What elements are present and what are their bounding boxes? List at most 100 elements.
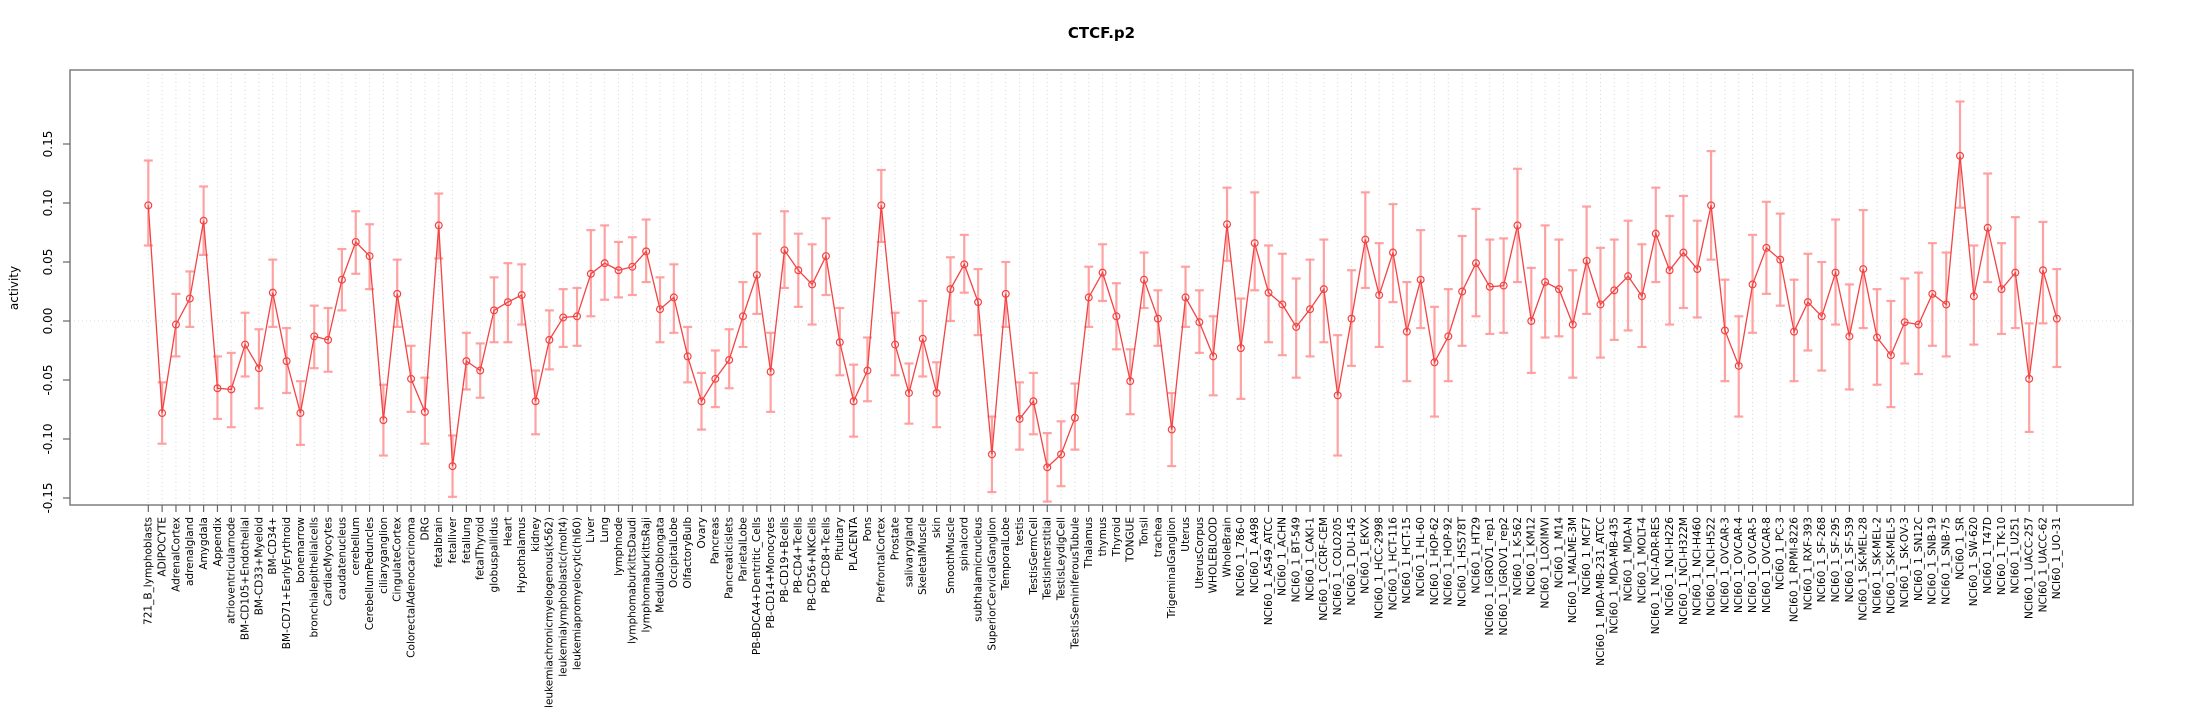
data-point: [904, 388, 913, 397]
data-point: [1388, 248, 1397, 257]
data-point: [1582, 256, 1591, 265]
data-point: [531, 397, 540, 406]
data-point: [711, 374, 720, 383]
y-tick-label: -0.05: [41, 364, 55, 395]
data-point: [1790, 327, 1799, 336]
data-point: [490, 306, 499, 315]
data-point: [1637, 292, 1646, 301]
data-point: [960, 260, 969, 269]
x-tick-label: NCI60_1_ACHN: [1277, 517, 1289, 596]
data-point: [1375, 291, 1384, 300]
y-axis-label: activity: [7, 265, 21, 311]
data-point: [1264, 288, 1273, 297]
x-tick-label: NCI60_1_SK-MEL-5: [1885, 517, 1897, 614]
x-tick-label: Appendix: [212, 517, 224, 566]
data-point: [1333, 391, 1342, 400]
x-tick-label: NCI60_1_HT29: [1470, 517, 1482, 594]
chart-title: CTCF.p2: [1067, 24, 1136, 42]
data-point: [337, 275, 346, 284]
x-tick-label: PLACENTA: [848, 516, 860, 571]
x-tick-label: NCI60_1_A498: [1249, 517, 1261, 593]
x-tick-label: CingulateCortex: [392, 517, 404, 602]
data-point: [1195, 318, 1204, 327]
data-point: [1416, 275, 1425, 284]
y-tick-label: 0.15: [41, 131, 55, 158]
x-tick-label: CerebellumPeduncles: [364, 517, 376, 630]
x-tick-label: NCI60_1_NCI-H522: [1705, 517, 1717, 616]
x-tick-label: NCI60_1_MDA-N: [1622, 517, 1634, 601]
x-tick-label: adrenalgland: [184, 517, 196, 586]
x-tick-label: NCI60_1_SF-295: [1830, 517, 1842, 602]
data-point: [296, 409, 305, 418]
data-point: [1347, 314, 1356, 323]
x-tick-label: NCI60_1_SNB-19: [1927, 517, 1939, 605]
data-point: [503, 298, 512, 307]
x-tick-label: caudatenucleus: [336, 517, 348, 600]
x-tick-label: ParietalLobe: [737, 517, 749, 582]
x-tick-label: SuperiorCervicalGanglion: [986, 517, 998, 651]
y-tick-label: -0.10: [41, 423, 55, 454]
x-tick-label: NCI60_1_HCT-116: [1387, 517, 1399, 611]
data-point: [1942, 300, 1951, 309]
x-tick-label: TestisLeydigCell: [1055, 517, 1067, 601]
data-point: [310, 332, 319, 341]
x-tick-label: TONGUE: [1125, 517, 1137, 563]
x-tick-label: Pituitary: [834, 517, 846, 561]
data-point: [1969, 292, 1978, 301]
x-tick-label: DRG: [419, 517, 431, 541]
data-point: [697, 397, 706, 406]
data-point: [1057, 450, 1066, 459]
x-tick-label: NCI60_1_TK-10: [1996, 517, 2008, 595]
data-point: [642, 247, 651, 256]
x-tick-label: WHOLEBLOOD: [1208, 517, 1220, 593]
x-tick-label: lymphomaburkittsRaji: [641, 517, 653, 632]
x-tick-label: ColorectalAdenocarcinoma: [405, 517, 417, 658]
x-tick-label: NCI60_1_A549_ATCC: [1263, 517, 1275, 625]
data-point: [282, 357, 291, 366]
data-point: [849, 397, 858, 406]
x-tick-label: testis: [1014, 517, 1026, 546]
x-tick-label: thymus: [1097, 517, 1109, 556]
x-tick-label: NCI60_1_CCRF-CEM: [1318, 517, 1330, 621]
x-tick-label: NCI60_1_K-562: [1512, 517, 1524, 595]
x-tick-label: leukemiachronicmyelogenous(k562): [544, 517, 556, 708]
x-tick-label: NCI60_1_CAKI-1: [1304, 517, 1316, 601]
x-tick-label: Pancreas: [710, 517, 722, 564]
x-tick-label: NCI60_1_LOXIMVI: [1539, 517, 1551, 609]
x-tick-label: skin: [931, 517, 943, 538]
data-point: [1015, 414, 1024, 423]
x-tick-label: trachea: [1152, 517, 1164, 557]
data-point: [213, 384, 222, 393]
data-point: [476, 366, 485, 375]
x-tick-label: SkeletalMuscle: [917, 517, 929, 595]
data-point: [1873, 333, 1882, 342]
data-point: [1776, 255, 1785, 264]
x-tick-label: kidney: [530, 517, 542, 552]
x-tick-label: fetalliver: [447, 516, 459, 563]
data-point: [725, 355, 734, 364]
data-point: [1956, 151, 1965, 160]
x-tick-label: MedullaOblongata: [654, 517, 666, 613]
x-tick-label: TestisInterstitial: [1042, 517, 1054, 601]
data-point: [254, 364, 263, 373]
x-tick-label: BM-CD33+Myeloid: [253, 517, 265, 615]
data-point: [1831, 268, 1840, 277]
data-point: [379, 416, 388, 425]
x-tick-label: atrioventricularnode: [226, 517, 238, 624]
x-tick-label: OlfactoryBulb: [682, 517, 694, 589]
data-point: [1983, 223, 1992, 232]
data-point: [1679, 248, 1688, 257]
data-point: [1485, 282, 1494, 291]
x-tick-label: fetalbrain: [433, 517, 445, 568]
data-point: [586, 269, 595, 278]
x-tick-label: PB-CD4+Tcells: [793, 517, 805, 593]
data-point: [1402, 327, 1411, 336]
x-tick-label: NCI60_1_HOP-62: [1429, 517, 1441, 605]
data-point: [821, 252, 830, 261]
data-point: [656, 305, 665, 314]
data-point: [1610, 286, 1619, 295]
x-tick-label: NCI60_1_SF-539: [1844, 517, 1856, 602]
data-point: [1292, 322, 1301, 331]
x-tick-label: fetalThyroid: [475, 517, 487, 580]
